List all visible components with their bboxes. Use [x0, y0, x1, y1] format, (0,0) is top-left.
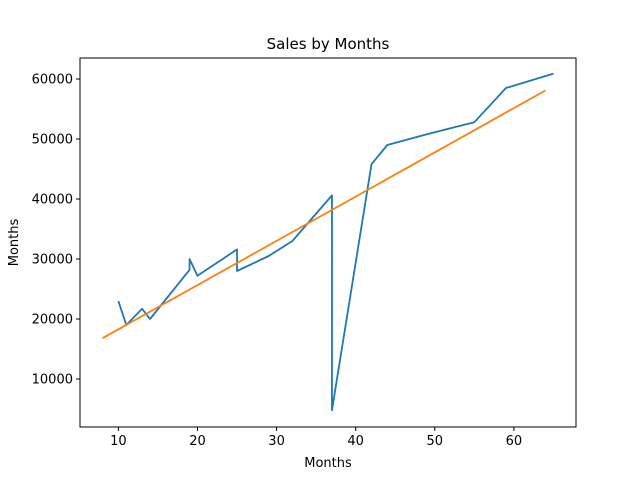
y-axis: 10000 20000 30000 40000 50000 60000 [32, 73, 80, 388]
y-tick-label: 20000 [32, 313, 73, 328]
x-axis-label: Months [304, 456, 352, 471]
x-tick-label: 50 [427, 434, 444, 449]
y-tick-label: 50000 [32, 133, 73, 148]
y-axis-label: Months [7, 219, 22, 267]
plot-frame [79, 57, 577, 428]
x-tick-label: 60 [506, 434, 523, 449]
y-tick-label: 40000 [32, 193, 73, 208]
x-tick-label: 20 [189, 434, 206, 449]
x-axis: 10 20 30 40 50 60 [110, 427, 522, 449]
x-tick-label: 30 [268, 434, 285, 449]
series-line-1 [117, 72, 554, 412]
series-layer [102, 72, 554, 412]
y-tick-label: 60000 [32, 73, 73, 88]
x-tick-label: 40 [347, 434, 364, 449]
plot-area-background [80, 58, 576, 427]
chart-title: Sales by Months [267, 35, 390, 53]
y-tick-label: 30000 [32, 253, 73, 268]
series-line-2 [102, 89, 546, 339]
x-tick-label: 10 [110, 434, 127, 449]
y-tick-label: 10000 [32, 373, 73, 388]
